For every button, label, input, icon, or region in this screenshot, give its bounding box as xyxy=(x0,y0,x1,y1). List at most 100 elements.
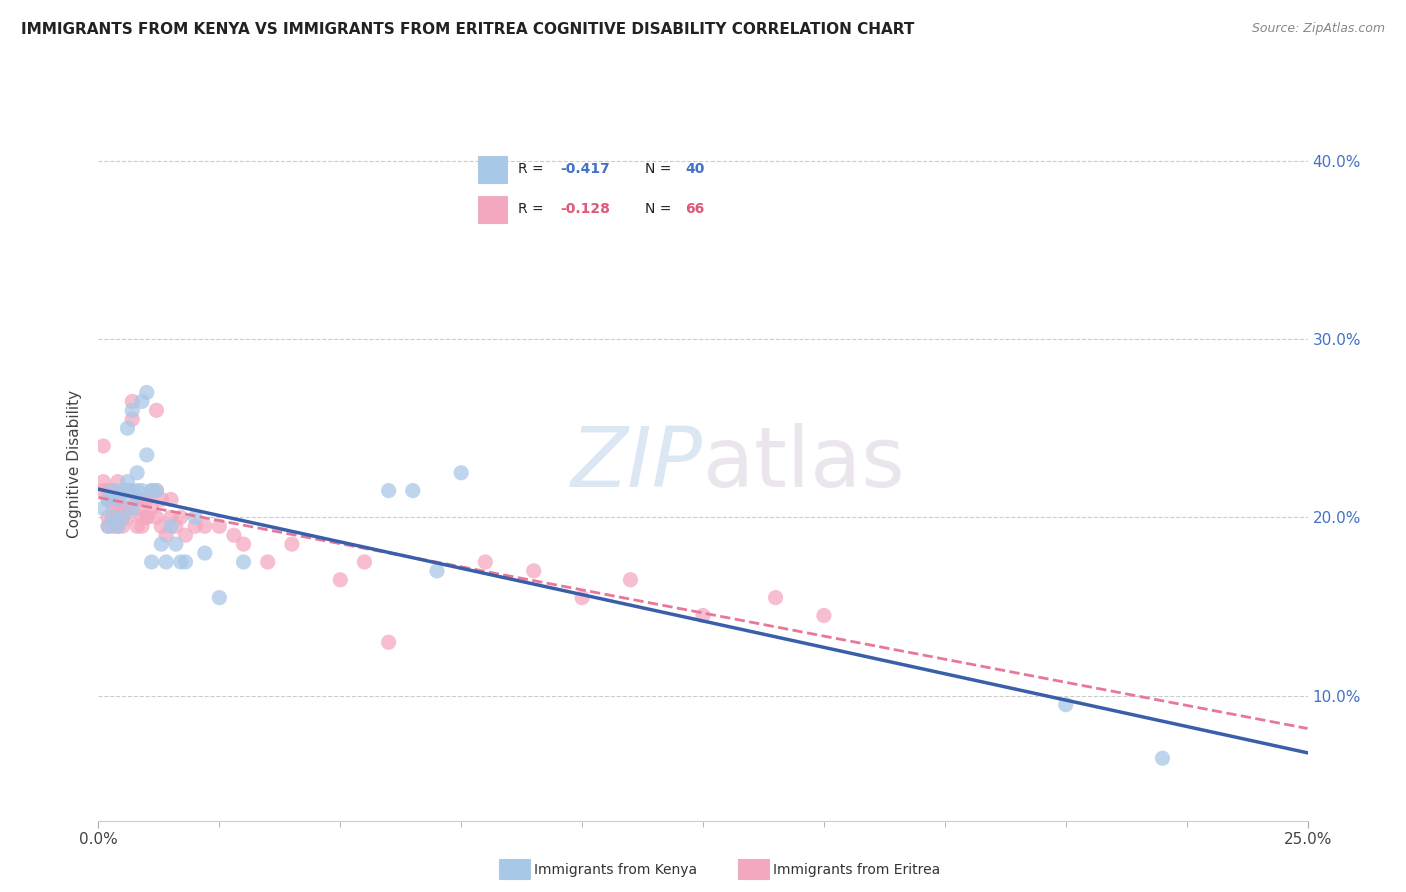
Text: Immigrants from Eritrea: Immigrants from Eritrea xyxy=(773,863,941,877)
Point xyxy=(256,555,278,569)
Text: Source: ZipAtlas.com: Source: ZipAtlas.com xyxy=(1251,22,1385,36)
Point xyxy=(450,466,472,480)
Point xyxy=(150,537,173,551)
Point xyxy=(402,483,425,498)
Point xyxy=(107,519,129,533)
Point xyxy=(127,501,149,516)
Point xyxy=(97,492,120,507)
Y-axis label: Cognitive Disability: Cognitive Disability xyxy=(67,390,83,538)
Point xyxy=(117,483,139,498)
Point xyxy=(222,528,245,542)
Point xyxy=(145,483,167,498)
Point xyxy=(141,501,163,516)
Point xyxy=(145,483,167,498)
Point xyxy=(111,510,134,524)
Point xyxy=(127,483,149,498)
Point xyxy=(121,492,143,507)
Point xyxy=(127,466,149,480)
Point xyxy=(111,483,134,498)
Point xyxy=(97,510,120,524)
Point xyxy=(150,519,173,533)
Point xyxy=(165,519,187,533)
Point xyxy=(208,519,231,533)
Point xyxy=(692,608,714,623)
Point xyxy=(121,412,143,426)
Point xyxy=(353,555,375,569)
Point xyxy=(111,510,134,524)
Point xyxy=(1054,698,1077,712)
Point xyxy=(135,448,157,462)
Point xyxy=(174,528,197,542)
Point xyxy=(194,519,217,533)
Point xyxy=(184,519,207,533)
Point xyxy=(474,555,496,569)
Point xyxy=(135,510,157,524)
Point xyxy=(813,608,835,623)
Point xyxy=(150,492,173,507)
Point xyxy=(377,483,399,498)
Point xyxy=(232,537,254,551)
Point xyxy=(160,519,183,533)
Text: ZIP: ZIP xyxy=(571,424,703,504)
Point xyxy=(101,483,124,498)
Point xyxy=(111,501,134,516)
Point xyxy=(160,510,183,524)
Point xyxy=(165,537,187,551)
Point xyxy=(107,492,129,507)
Point xyxy=(232,555,254,569)
Point xyxy=(155,528,177,542)
Text: IMMIGRANTS FROM KENYA VS IMMIGRANTS FROM ERITREA COGNITIVE DISABILITY CORRELATIO: IMMIGRANTS FROM KENYA VS IMMIGRANTS FROM… xyxy=(21,22,914,37)
Point xyxy=(121,483,143,498)
Point xyxy=(127,492,149,507)
Point xyxy=(194,546,217,560)
Point xyxy=(101,519,124,533)
Point xyxy=(111,519,134,533)
Point xyxy=(107,501,129,516)
Point xyxy=(91,501,114,516)
Point xyxy=(121,403,143,417)
Point xyxy=(131,483,153,498)
Point xyxy=(169,555,191,569)
Point xyxy=(117,421,139,435)
Point xyxy=(121,394,143,409)
Point xyxy=(107,475,129,489)
Point xyxy=(160,492,183,507)
Point xyxy=(117,483,139,498)
Point xyxy=(91,475,114,489)
Point xyxy=(111,483,134,498)
Point xyxy=(101,501,124,516)
Point xyxy=(208,591,231,605)
Point xyxy=(155,555,177,569)
Point xyxy=(131,510,153,524)
Point xyxy=(117,501,139,516)
Point xyxy=(377,635,399,649)
Point xyxy=(101,510,124,524)
Text: Immigrants from Kenya: Immigrants from Kenya xyxy=(534,863,697,877)
Point xyxy=(121,501,143,516)
Point xyxy=(523,564,546,578)
Point xyxy=(117,483,139,498)
Point xyxy=(426,564,449,578)
Point xyxy=(91,483,114,498)
Point xyxy=(131,394,153,409)
Point xyxy=(127,519,149,533)
Point xyxy=(97,519,120,533)
Point xyxy=(91,439,114,453)
Point xyxy=(141,555,163,569)
Point xyxy=(131,519,153,533)
Point xyxy=(619,573,641,587)
Point xyxy=(135,510,157,524)
Point xyxy=(145,510,167,524)
Point xyxy=(145,403,167,417)
Point xyxy=(141,483,163,498)
Text: atlas: atlas xyxy=(703,424,904,504)
Point xyxy=(97,492,120,507)
Point xyxy=(117,475,139,489)
Point xyxy=(765,591,787,605)
Point xyxy=(169,510,191,524)
Point xyxy=(174,555,197,569)
Point xyxy=(101,483,124,498)
Point xyxy=(107,519,129,533)
Point xyxy=(101,492,124,507)
Point xyxy=(184,510,207,524)
